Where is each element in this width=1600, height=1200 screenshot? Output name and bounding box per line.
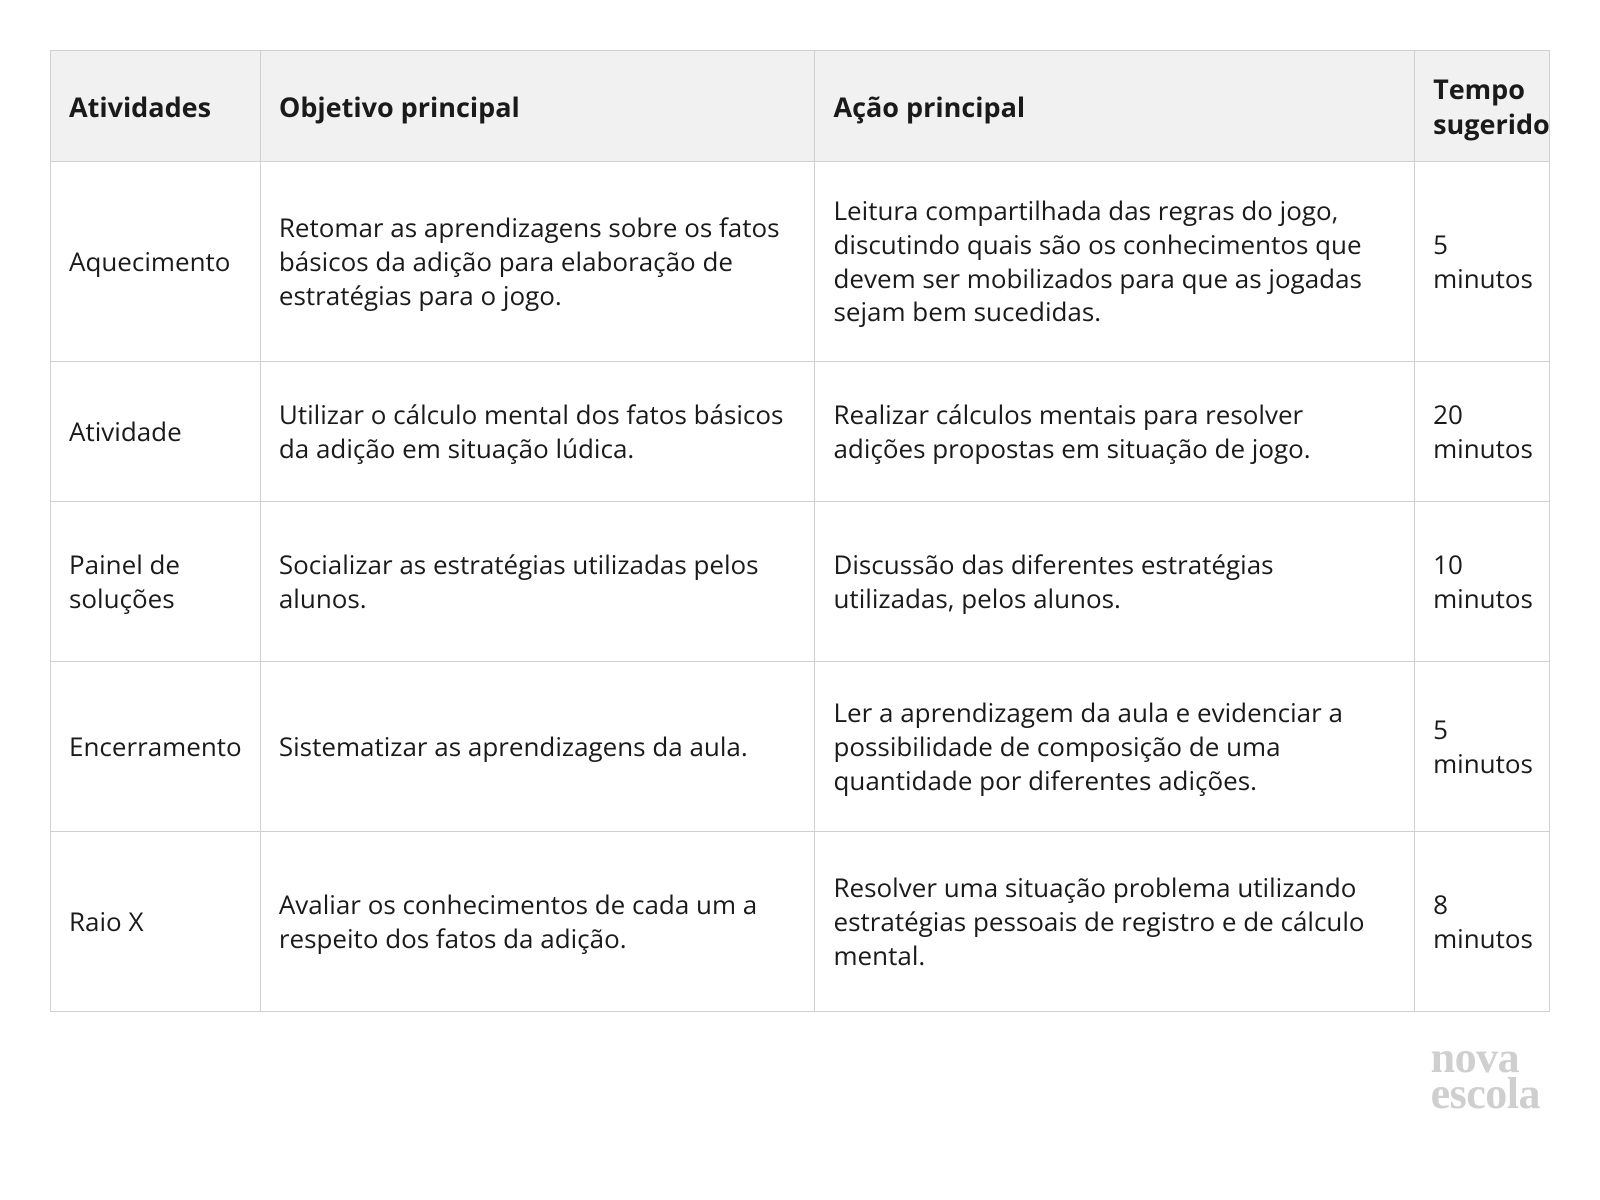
cell-acao: Leitura compartilhada das regras do jogo… — [815, 162, 1415, 362]
table-body: AquecimentoRetomar as aprendizagens sobr… — [51, 162, 1550, 1012]
nova-escola-logo: nova escola — [1431, 1040, 1540, 1112]
cell-acao: Realizar cálculos mentais para resolver … — [815, 362, 1415, 502]
table-head: AtividadesObjetivo principalAção princip… — [51, 51, 1550, 162]
cell-tempo: 8 minutos — [1415, 832, 1550, 1012]
cell-atividade: Raio X — [51, 832, 261, 1012]
table-row: EncerramentoSistematizar as aprendizagen… — [51, 662, 1550, 832]
cell-objetivo: Sistematizar as aprendizagens da aula. — [260, 662, 815, 832]
cell-objetivo: Socializar as estratégias utilizadas pel… — [260, 502, 815, 662]
cell-acao: Resolver uma situação problema utilizand… — [815, 832, 1415, 1012]
table-header-row: AtividadesObjetivo principalAção princip… — [51, 51, 1550, 162]
cell-tempo: 10 minutos — [1415, 502, 1550, 662]
table-row: AtividadeUtilizar o cálculo mental dos f… — [51, 362, 1550, 502]
cell-objetivo: Retomar as aprendizagens sobre os fatos … — [260, 162, 815, 362]
cell-acao: Discussão das diferentes estratégias uti… — [815, 502, 1415, 662]
col-header-3: Tempo sugerido — [1415, 51, 1550, 162]
cell-atividade: Painel de soluções — [51, 502, 261, 662]
cell-objetivo: Avaliar os conhecimentos de cada um a re… — [260, 832, 815, 1012]
table-row: AquecimentoRetomar as aprendizagens sobr… — [51, 162, 1550, 362]
cell-atividade: Atividade — [51, 362, 261, 502]
cell-acao: Ler a aprendizagem da aula e evidenciar … — [815, 662, 1415, 832]
cell-atividade: Aquecimento — [51, 162, 261, 362]
table-row: Painel de soluçõesSocializar as estratég… — [51, 502, 1550, 662]
col-header-1: Objetivo principal — [260, 51, 815, 162]
cell-objetivo: Utilizar o cálculo mental dos fatos bási… — [260, 362, 815, 502]
logo-line-2: escola — [1431, 1076, 1540, 1112]
col-header-0: Atividades — [51, 51, 261, 162]
cell-tempo: 5 minutos — [1415, 662, 1550, 832]
logo-container: nova escola — [50, 1040, 1550, 1112]
activities-table: AtividadesObjetivo principalAção princip… — [50, 50, 1550, 1012]
cell-tempo: 20 minutos — [1415, 362, 1550, 502]
table-row: Raio XAvaliar os conhecimentos de cada u… — [51, 832, 1550, 1012]
col-header-2: Ação principal — [815, 51, 1415, 162]
cell-atividade: Encerramento — [51, 662, 261, 832]
cell-tempo: 5 minutos — [1415, 162, 1550, 362]
